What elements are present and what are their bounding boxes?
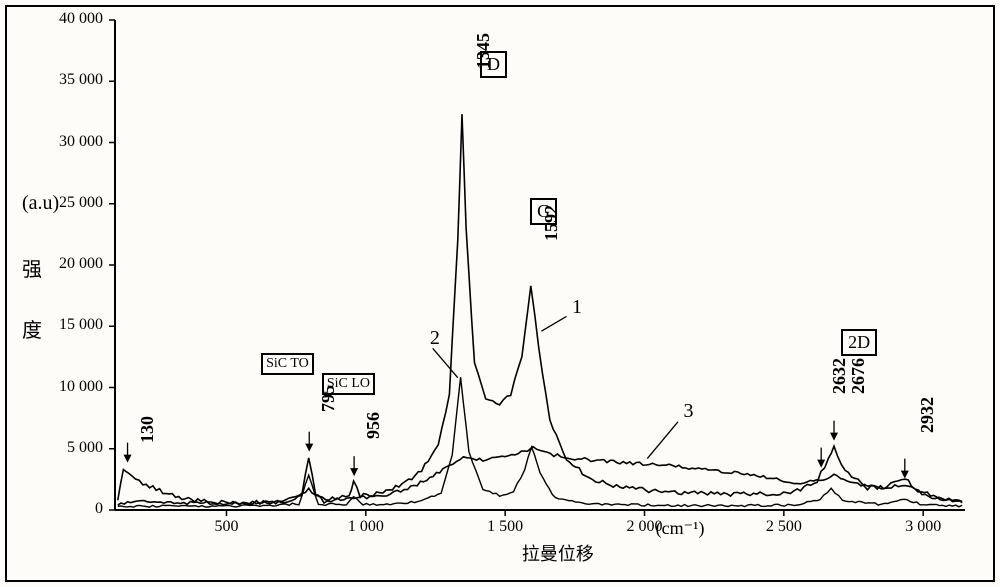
peak-band-label: G <box>530 198 557 225</box>
x-tick-label: 1 000 <box>348 518 384 536</box>
y-axis-title-1: 强 <box>22 253 42 282</box>
series-label: 3 <box>684 400 694 423</box>
y-axis-unit: (a.u) <box>22 192 59 215</box>
x-axis-unit: (cm⁻¹) <box>656 518 705 539</box>
series-1 <box>118 114 962 505</box>
raman-chart <box>0 0 1000 587</box>
series-3 <box>118 447 962 506</box>
x-tick-label: 1 500 <box>487 518 523 536</box>
x-axis-title: 拉曼位移 <box>522 540 594 566</box>
y-tick-label: 20 000 <box>0 255 103 273</box>
x-tick-label: 3 000 <box>905 518 941 536</box>
y-tick-label: 35 000 <box>0 71 103 89</box>
peak-value: 2632 <box>829 358 850 394</box>
peak-band-label: SiC LO <box>322 373 375 395</box>
peak-value: 130 <box>137 416 158 443</box>
x-tick-label: 2 500 <box>766 518 802 536</box>
y-tick-label: 30 000 <box>0 133 103 151</box>
peak-value: 956 <box>363 412 384 439</box>
series-2 <box>118 377 962 507</box>
y-axis-title-2: 度 <box>22 314 42 343</box>
x-tick-label: 500 <box>214 518 238 536</box>
peak-value: 2676 <box>848 358 869 394</box>
peak-value: 2932 <box>917 397 938 433</box>
y-tick-label: 5 000 <box>0 439 103 457</box>
y-tick-label: 0 <box>0 500 103 518</box>
peak-band-label: SiC TO <box>261 353 314 375</box>
y-tick-label: 15 000 <box>0 316 103 334</box>
peak-band-label: D <box>480 51 507 78</box>
series-label: 1 <box>572 296 582 319</box>
y-tick-label: 10 000 <box>0 378 103 396</box>
peak-band-label: 2D <box>841 329 877 356</box>
series-label: 2 <box>430 327 440 350</box>
y-tick-label: 40 000 <box>0 10 103 28</box>
